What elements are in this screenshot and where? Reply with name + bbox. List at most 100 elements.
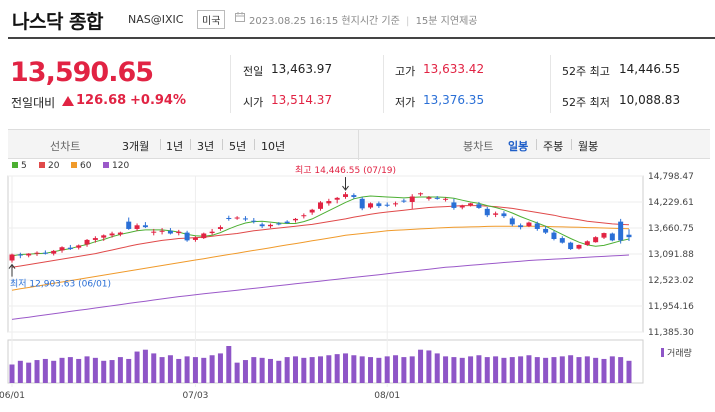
candle-body — [101, 235, 107, 238]
candle-body — [234, 217, 240, 219]
volume-bar — [434, 353, 440, 383]
volume-bar — [359, 356, 365, 383]
candle-body — [393, 203, 399, 205]
candle-body — [167, 230, 173, 234]
volume-bar — [393, 355, 399, 383]
tab-divider — [222, 139, 223, 150]
candle-body — [192, 237, 198, 240]
candle-body — [568, 242, 574, 250]
candle-body — [518, 225, 524, 228]
candle-body — [34, 252, 40, 254]
volume-bar — [334, 354, 340, 383]
candle-body — [418, 193, 424, 195]
candle-body — [201, 233, 207, 239]
candle-body — [309, 209, 315, 213]
candle-body — [9, 254, 15, 261]
volume-bar — [459, 357, 465, 383]
volume-bar — [568, 355, 574, 383]
candle-body — [226, 217, 232, 219]
stat-value-low: 13,376.35 — [423, 93, 485, 107]
candle-body — [543, 228, 549, 233]
chart-tab-bar: 선차트 3개월 1년 3년 5년 10년 봉차트 일봉 주봉 월봉 — [8, 129, 710, 160]
low-annotation: 최저 12,903.63 (06/01) — [10, 279, 111, 290]
change-percent: +0.94% — [130, 93, 186, 108]
tab-1-year[interactable]: 1년 — [166, 140, 184, 153]
tab-daily-candle[interactable]: 일봉 — [508, 140, 529, 153]
volume-bar — [301, 357, 307, 383]
volume-bar — [67, 357, 73, 383]
candle-body — [359, 198, 365, 209]
high-arrow-head — [342, 185, 349, 191]
volume-bar — [159, 357, 165, 383]
candle-body — [326, 201, 332, 204]
volume-legend-swatch — [661, 348, 664, 357]
volume-bar — [84, 356, 90, 383]
candle-body — [551, 232, 557, 240]
ma20-line — [11, 205, 630, 268]
index-code: NAS@IXIC — [128, 13, 184, 26]
stat-value-52w-low: 10,088.83 — [619, 93, 681, 107]
candle-body — [176, 231, 182, 234]
volume-bar — [42, 358, 48, 383]
timestamp-text: 2023.08.25 16:15 현지시간 기준 — [249, 16, 400, 27]
volume-bar — [226, 346, 232, 383]
candle-body — [76, 245, 82, 248]
volume-bar — [267, 358, 273, 383]
tab-weekly-candle[interactable]: 주봉 — [543, 140, 564, 153]
current-price: 13,590.65 — [10, 57, 154, 88]
candle-body — [26, 253, 32, 256]
stat-label-52w-low: 52주 최저 — [562, 96, 610, 109]
candle-body — [601, 233, 607, 238]
tab-monthly-candle[interactable]: 월봉 — [578, 140, 599, 153]
volume-bar — [109, 360, 115, 383]
volume-bar — [526, 355, 532, 383]
volume-bar — [476, 355, 482, 383]
candle-body — [117, 232, 123, 235]
volume-bar — [551, 357, 557, 383]
header-divider — [8, 37, 715, 39]
candle-body — [459, 205, 465, 208]
stat-value-high: 13,633.42 — [423, 62, 485, 76]
tab-3-months[interactable]: 3개월 — [122, 140, 150, 153]
y-tick-label: 14,229.61 — [648, 198, 694, 208]
candle-body — [443, 198, 449, 200]
tab-5-years[interactable]: 5년 — [229, 140, 247, 153]
change-label: 전일대비 — [11, 96, 56, 110]
line-chart-header: 선차트 — [50, 140, 81, 153]
volume-bar — [418, 349, 424, 383]
volume-bar — [26, 362, 32, 383]
stat-label-high: 고가 — [395, 65, 416, 78]
candle-body — [276, 223, 282, 225]
candle-body — [493, 213, 499, 215]
stat-label-open: 시가 — [243, 96, 264, 109]
candle-body — [609, 233, 615, 241]
volume-bar — [559, 356, 565, 383]
candle-body — [409, 196, 415, 202]
volume-bar — [234, 362, 240, 383]
tab-divider — [160, 139, 161, 150]
volume-bar — [601, 358, 607, 383]
volume-bar — [34, 360, 40, 383]
candle-body — [292, 218, 298, 221]
stat-divider — [383, 55, 384, 113]
volume-bar — [401, 357, 407, 383]
volume-bar — [326, 355, 332, 383]
volume-bar — [576, 357, 582, 383]
volume-bar — [176, 358, 182, 383]
candle-body — [151, 231, 157, 233]
volume-bar — [167, 355, 173, 383]
tab-3-years[interactable]: 3년 — [197, 140, 215, 153]
candle-body — [267, 224, 273, 227]
tab-10-years[interactable]: 10년 — [261, 140, 286, 153]
legend-ma120: 120 — [103, 161, 129, 171]
y-tick-label: 13,660.75 — [648, 224, 694, 234]
candle-body — [384, 204, 390, 206]
volume-bar — [593, 357, 599, 383]
volume-bar — [76, 358, 82, 383]
candle-body — [242, 218, 248, 220]
legend-ma60: 60 — [71, 161, 91, 171]
tab-group-divider — [358, 130, 359, 160]
candle-body — [401, 200, 407, 202]
y-tick-label: 12,523.02 — [648, 276, 694, 286]
